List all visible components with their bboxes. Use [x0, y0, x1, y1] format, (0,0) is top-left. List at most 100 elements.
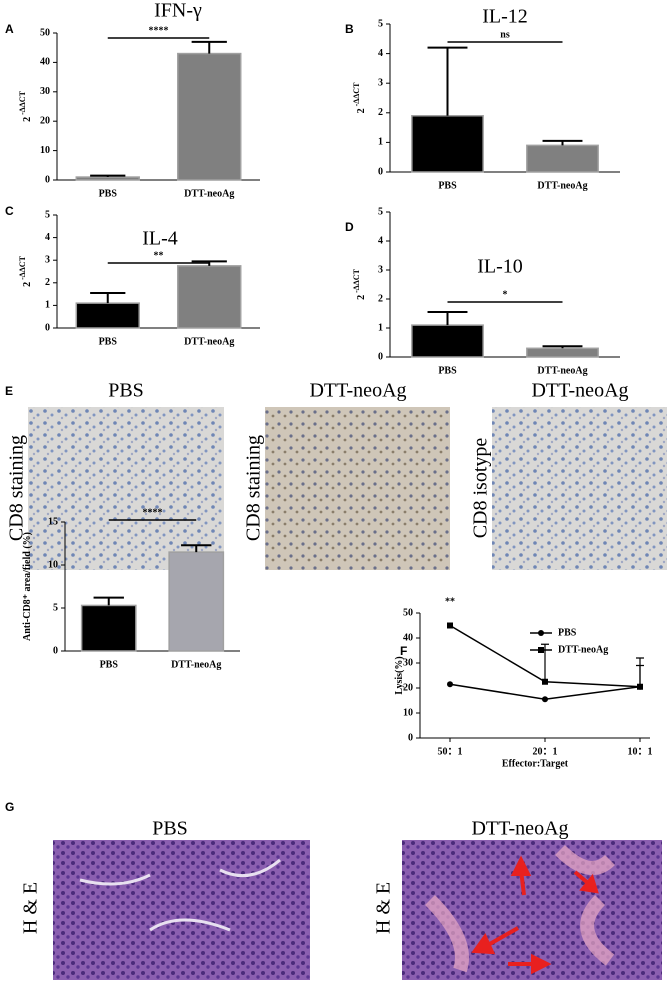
x-tick-label: 10：1 [628, 746, 653, 757]
y-tick-label: 0 [378, 351, 383, 362]
y-tick-label: 5 [378, 206, 383, 217]
bar [75, 176, 140, 181]
point [447, 681, 453, 688]
error-bar [93, 596, 124, 606]
x-axis-label: Effector:Target [502, 758, 569, 769]
y-tick-label: 0 [45, 322, 50, 333]
x-tick-label: PBS [438, 365, 457, 376]
x-tick-label: DTT-neoAg [184, 336, 234, 347]
y-tick-label: 50 [40, 27, 50, 38]
x-tick-label: DTT-neoAg [171, 659, 221, 670]
y-tick-label: 2 [378, 107, 383, 118]
image-side-label: H & E [373, 882, 395, 934]
panel-letter: F [400, 644, 407, 658]
y-axis-label: 2 -ΔΔCT [352, 82, 367, 113]
panel-letter: A [5, 22, 14, 36]
legend-label: PBS [558, 627, 577, 638]
ihc-image [265, 407, 450, 570]
error-bar [636, 664, 644, 687]
image-title: PBS [108, 380, 144, 402]
y-tick-label: 15 [48, 516, 58, 527]
y-tick-label: 1 [45, 300, 50, 311]
panel-letter: D [345, 220, 354, 234]
x-tick-label: 50：1 [438, 746, 463, 757]
bar [526, 347, 599, 358]
error-bar [90, 174, 126, 178]
error-bar [181, 544, 212, 553]
y-axis-label: 2 -ΔΔCT [352, 268, 367, 299]
point [637, 683, 643, 690]
error-bar [427, 46, 468, 116]
y-tick-label: 40 [403, 632, 413, 643]
y-axis-label-part: -ΔΔCT [352, 82, 361, 106]
x-tick-label: PBS [100, 659, 119, 670]
y-axis-label: Anti-CD8⁺ area/field (%) [22, 532, 33, 641]
y-tick-label: 5 [378, 18, 383, 29]
image-title: DTT-neoAg [309, 380, 406, 402]
error-bar [90, 291, 126, 304]
legend-label: DTT-neoAg [558, 644, 608, 655]
point [447, 622, 453, 629]
point [542, 696, 548, 703]
panel-letter: G [5, 800, 14, 814]
y-tick-label: 5 [45, 209, 50, 220]
ihc-image [28, 407, 224, 570]
y-tick-label: 0 [408, 732, 413, 743]
image-side-label: CD8 staining [6, 435, 28, 541]
error-bar [427, 311, 468, 326]
chart-title: IFN-γ [154, 0, 202, 22]
image-title: DTT-neoAg [471, 818, 568, 840]
y-tick-label: 5 [53, 602, 58, 613]
image-side-label: CD8 isotype [470, 438, 492, 539]
y-tick-label: 40 [40, 57, 50, 68]
x-tick-label: DTT-neoAg [537, 180, 587, 191]
significance: **** [143, 507, 163, 518]
bar [526, 144, 599, 173]
y-axis-label-part: 2 [22, 282, 33, 287]
bar [80, 604, 137, 652]
bar [411, 324, 484, 358]
y-axis-label-part: -ΔΔCT [18, 90, 27, 114]
tissue-gap [79, 858, 281, 932]
y-tick-label: 30 [40, 86, 50, 97]
y-tick-label: 0 [378, 166, 383, 177]
he-image [53, 840, 310, 980]
y-tick-label: 1 [378, 137, 383, 148]
y-axis-label-part: -ΔΔCT [18, 255, 27, 279]
y-tick-label: 4 [378, 48, 383, 59]
significance: ** [445, 596, 455, 607]
y-tick-label: 3 [378, 77, 383, 88]
y-tick-label: 2 [45, 277, 50, 288]
y-tick-label: 2 [378, 293, 383, 304]
x-tick-label: 20：1 [533, 746, 558, 757]
image-title: PBS [152, 818, 188, 840]
significance: **** [149, 25, 169, 36]
y-axis-label-part: Lysis(%) [394, 656, 405, 694]
x-tick-label: DTT-neoAg [537, 365, 587, 376]
chart-title: IL-10 [477, 256, 523, 278]
y-tick-label: 3 [45, 254, 50, 265]
error-bar [542, 345, 583, 349]
chart-title: IL-12 [482, 6, 528, 28]
bar [168, 551, 225, 652]
y-tick-label: 50 [403, 607, 413, 618]
y-tick-label: 0 [53, 645, 58, 656]
image-side-label: CD8 staining [243, 435, 265, 541]
y-axis-label: 2 -ΔΔCT [18, 255, 33, 286]
y-tick-label: 1 [378, 322, 383, 333]
y-tick-label: 10 [48, 559, 58, 570]
y-axis-label: 2 -ΔΔCT [18, 90, 33, 121]
y-axis-label-part: -ΔΔCT [352, 268, 361, 292]
panel-letter: B [345, 22, 354, 36]
bar [411, 115, 484, 173]
arrows [471, 855, 599, 975]
stroma [425, 844, 615, 973]
x-tick-label: PBS [99, 336, 118, 347]
x-tick-label: PBS [438, 180, 457, 191]
bar [177, 52, 242, 181]
legend-marker [538, 630, 544, 636]
significance: * [503, 289, 508, 300]
error-bar [542, 139, 583, 146]
y-tick-label: 4 [378, 235, 383, 246]
